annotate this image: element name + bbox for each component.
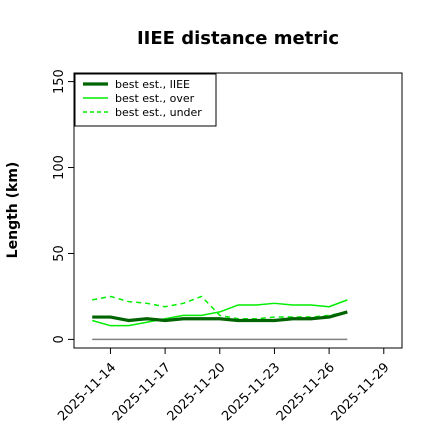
legend-label: best est., over	[115, 92, 195, 105]
y-axis: 0 50 100 150	[52, 69, 74, 344]
y-axis-label: Length (km)	[5, 162, 21, 259]
y-tick-label: 50	[52, 245, 67, 262]
chart-title: IIEE distance metric	[137, 28, 339, 49]
series-line-best-est-iiee	[92, 310, 348, 323]
legend-label: best est., IIEE	[115, 78, 190, 91]
y-tick-label: 150	[52, 69, 67, 94]
series-line-best-est-under	[92, 295, 348, 320]
legend-label: best est., under	[115, 106, 202, 119]
y-tick-label: 0	[52, 335, 67, 343]
y-tick-label: 100	[52, 155, 67, 180]
series-line-best-est-over	[92, 299, 348, 327]
series-layer	[92, 295, 348, 341]
x-tick-label: 2025-11-29	[329, 360, 393, 424]
plot-frame	[73, 72, 403, 349]
x-axis: 2025-11-142025-11-172025-11-202025-11-23…	[55, 348, 393, 424]
